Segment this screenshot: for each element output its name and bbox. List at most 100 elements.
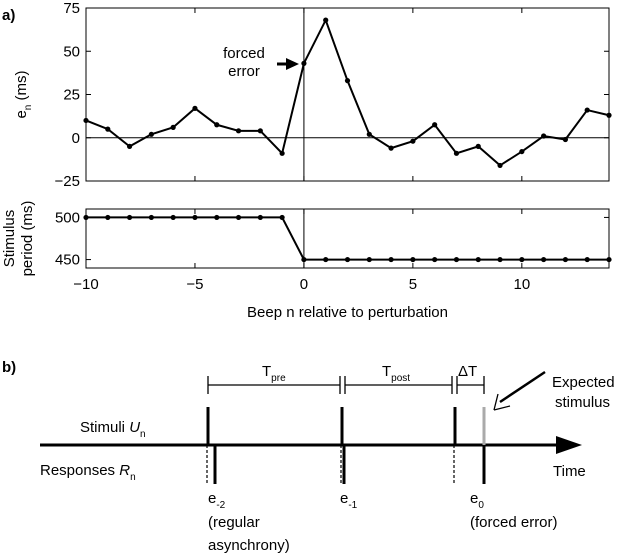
data-point [519,148,525,155]
data-point [366,131,372,137]
y-axis-label-part: (ms) [13,70,30,104]
data-point [584,107,590,113]
panel-label: b) [2,359,16,376]
data-point [192,214,198,221]
data-point [432,256,438,263]
y-axis-label-part: n [23,105,34,111]
data-point [235,128,242,134]
data-point [344,256,351,263]
data-point [105,214,111,221]
error-label: e0 [470,490,484,511]
data-point [475,256,481,263]
data-point [257,214,263,221]
data-point [279,150,285,156]
data-line [86,216,609,261]
data-point [475,143,481,149]
y-axis-label: period (ms) [19,201,36,277]
data-point [214,122,220,128]
annotation: forced [223,45,265,62]
x-tick-label: 0 [300,276,308,293]
data-point [192,105,198,111]
data-point [170,214,176,221]
panel-label: a) [2,7,15,24]
data-point [453,150,460,156]
x-tick-label: 5 [409,276,417,293]
data-point [366,256,372,263]
data-point [83,117,89,124]
timeline-arrowhead [556,436,582,454]
x-tick-label: −5 [186,276,203,293]
data-point [170,124,176,130]
data-point [410,138,416,144]
stimulus-dashes [206,445,455,484]
annotation-arrowhead [286,58,299,70]
data-point [519,256,525,263]
data-line [85,17,610,167]
x-axis-label: Beep n relative to perturbation [247,304,448,321]
data-point [126,143,133,149]
delta-t: ΔT [458,363,477,380]
plot-frame [85,208,610,269]
time-label: Time [553,463,586,480]
stimuli-ticks [206,407,486,445]
data-point [235,214,242,221]
y-tick-label: −25 [55,173,80,190]
x-tick-label: 10 [513,276,530,293]
y-tick-label: 500 [55,209,80,226]
response-ticks [213,445,486,484]
data-point [257,128,263,134]
data-point [344,78,351,84]
expected-label: Expected [552,374,615,391]
data-point [148,214,154,221]
x-tick-label: −10 [73,276,98,293]
diagram: b) Tpre Tpost ΔT Expected stimulus [2,359,615,554]
data-point [214,214,220,221]
data-point [301,256,307,263]
data-point [105,126,111,132]
data-point [541,133,547,139]
y-tick-label: 0 [72,130,80,147]
data-point [279,214,285,221]
data-point [410,256,416,263]
data-point [606,256,612,263]
annotation: error [228,63,260,80]
error-label: e-2 [208,490,226,511]
data-point [584,256,590,263]
y-axis-label-part: e [13,110,30,118]
y-tick-label: 450 [55,252,80,269]
data-point [323,17,329,23]
y-tick-label: 25 [63,87,80,104]
error-label: e-1 [340,490,358,511]
y-tick-label: 75 [63,0,80,17]
error-note: (regular [208,514,260,531]
y-axis-label: en (ms) [13,70,34,118]
data-point [301,60,307,66]
data-point [497,162,503,169]
y-axis-label: Stimulus [1,210,18,268]
data-point [323,256,329,263]
data-point [432,122,438,128]
data-point [388,256,394,263]
data-point [126,214,133,221]
data-point [606,112,612,118]
data-point [148,131,154,137]
data-point [388,145,394,151]
expected-label: stimulus [555,394,610,411]
t-post: Tpost [382,363,410,384]
t-pre: Tpre [262,363,286,384]
error-note: asynchrony) [208,537,290,554]
data-point [453,256,460,263]
data-point [83,214,89,221]
stimuli-label: Stimuli Un [80,419,146,440]
plot-frame [85,7,610,182]
data-point [562,136,569,143]
data-point [562,256,569,263]
y-tick-label: 50 [63,43,80,60]
error-note: (forced error) [470,514,558,531]
responses-label: Responses Rn [40,462,136,483]
data-point [497,256,503,263]
expected-arrow [493,370,546,411]
interval-brackets [207,376,485,394]
data-point [541,256,547,263]
